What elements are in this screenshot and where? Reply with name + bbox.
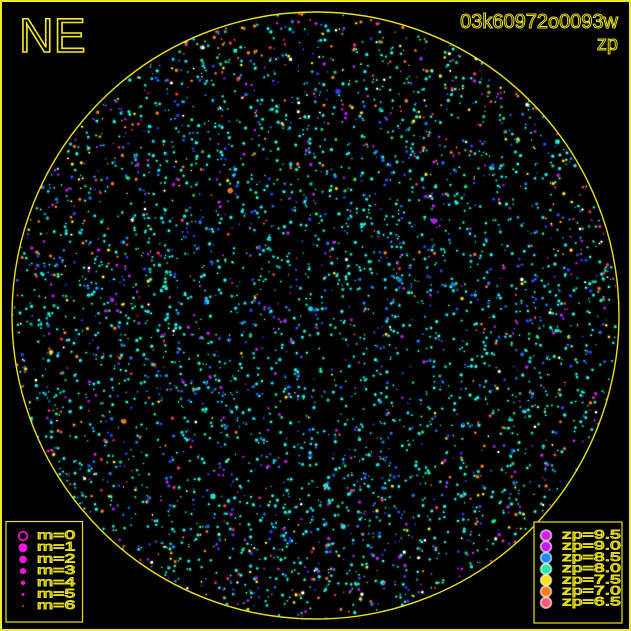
svg-text:zp: zp xyxy=(597,33,618,55)
svg-text:m=6: m=6 xyxy=(37,599,75,612)
svg-text:03k60972o0093w: 03k60972o0093w xyxy=(460,11,618,33)
svg-text:zp=6.5: zp=6.5 xyxy=(562,595,621,608)
svg-text:NE: NE xyxy=(19,10,86,63)
